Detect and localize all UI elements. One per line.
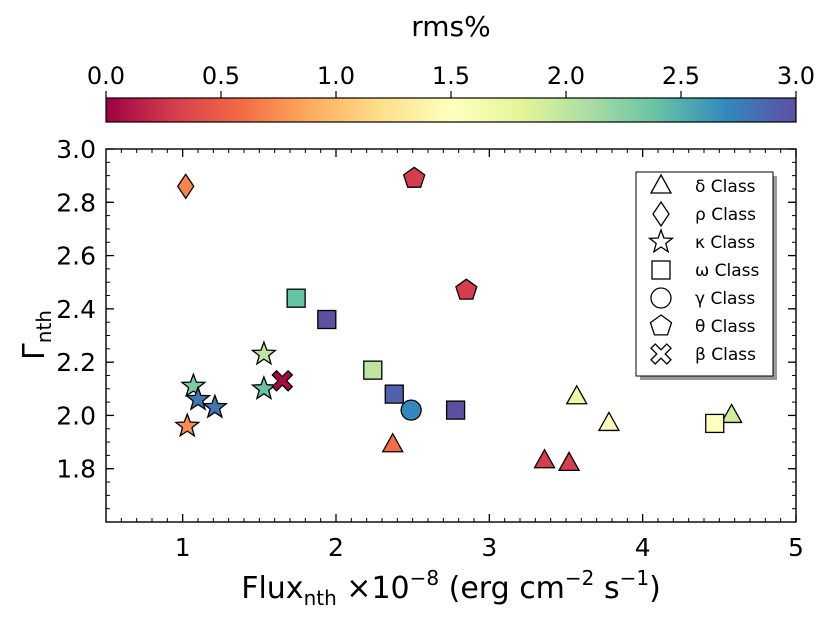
colorbar-tick-label: 0.5 bbox=[202, 62, 240, 90]
legend-circle-icon bbox=[650, 287, 672, 309]
star-point bbox=[180, 372, 207, 398]
square-point bbox=[705, 413, 725, 434]
colorbar-tick-label: 1.0 bbox=[317, 62, 355, 90]
square-point bbox=[363, 360, 383, 380]
triangle-point bbox=[565, 384, 588, 405]
x-tick-label: 3 bbox=[481, 533, 497, 562]
colorbar-label: rms% bbox=[411, 10, 491, 43]
legend-pentagon-icon bbox=[649, 314, 673, 336]
legend-label: γ Class bbox=[695, 289, 755, 309]
x-tick-label: 5 bbox=[788, 533, 804, 562]
x-axis-ticks: 1 2 3 4 5 bbox=[105, 149, 804, 562]
triangle-point bbox=[381, 432, 404, 453]
colorbar-tick-label: 3.0 bbox=[777, 62, 815, 90]
colorbar bbox=[105, 97, 797, 123]
legend-diamond-icon bbox=[652, 200, 670, 228]
legend-label: ω Class bbox=[695, 261, 760, 281]
star-point bbox=[201, 393, 229, 419]
x-tick-label: 1 bbox=[175, 533, 191, 562]
colorbar-tick-label: 0.0 bbox=[87, 62, 125, 90]
triangle-point bbox=[597, 411, 621, 432]
x-tick-label: 4 bbox=[635, 533, 651, 562]
y-axis-ticks: 1.8 2.0 2.2 2.4 2.6 2.8 3.0 bbox=[56, 135, 796, 523]
star-point bbox=[250, 374, 278, 401]
square-point bbox=[317, 309, 337, 330]
legend-label: ρ Class bbox=[695, 205, 756, 225]
legend: δ Class ρ Class κ Class ω Class γ Class θ Cla… bbox=[635, 171, 777, 380]
y-axis-label: Γnth bbox=[17, 310, 56, 360]
x-axis-label: Fluxnth ×10−8 (erg cm−2 s−1) bbox=[241, 566, 661, 610]
triangle-point bbox=[557, 451, 581, 472]
pentagon-point bbox=[402, 166, 426, 188]
square-point bbox=[384, 384, 404, 404]
legend-label: θ Class bbox=[695, 317, 756, 337]
legend-label: κ Class bbox=[695, 233, 755, 253]
colorbar-ticks: 0.0 0.5 1.0 1.5 2.0 2.5 3.0 bbox=[87, 62, 815, 98]
legend-label: δ Class bbox=[695, 177, 756, 197]
legend-triangle-icon bbox=[649, 173, 673, 194]
circle-point bbox=[400, 399, 422, 421]
legend-star-icon bbox=[647, 228, 675, 254]
legend-square-icon bbox=[651, 260, 671, 280]
cross-point bbox=[271, 369, 294, 392]
pentagon-point bbox=[455, 278, 478, 300]
legend-cross-icon bbox=[650, 343, 672, 365]
y-tick-label: 2.0 bbox=[56, 401, 96, 430]
square-point bbox=[286, 288, 306, 308]
y-tick-label: 2.8 bbox=[56, 188, 96, 217]
legend-label: β Class bbox=[695, 345, 756, 365]
y-tick-label: 3.0 bbox=[56, 135, 96, 164]
star-point bbox=[174, 412, 201, 438]
x-tick-label: 2 bbox=[328, 533, 344, 562]
y-tick-label: 2.6 bbox=[56, 242, 96, 271]
triangle-point bbox=[533, 448, 556, 469]
y-tick-label: 2.4 bbox=[56, 295, 96, 324]
plot-frame bbox=[105, 148, 797, 523]
star-point bbox=[250, 340, 278, 366]
y-tick-label: 2.2 bbox=[56, 348, 96, 377]
star-point bbox=[184, 385, 212, 411]
colorbar-tick-label: 2.5 bbox=[662, 62, 700, 90]
diamond-point bbox=[176, 173, 195, 200]
colorbar-tick-label: 2.0 bbox=[547, 62, 585, 90]
colorbar-tick-label: 1.5 bbox=[432, 62, 470, 90]
triangle-point bbox=[720, 403, 743, 424]
square-point bbox=[445, 400, 466, 420]
y-tick-label: 1.8 bbox=[56, 455, 96, 484]
data-points bbox=[174, 166, 743, 472]
